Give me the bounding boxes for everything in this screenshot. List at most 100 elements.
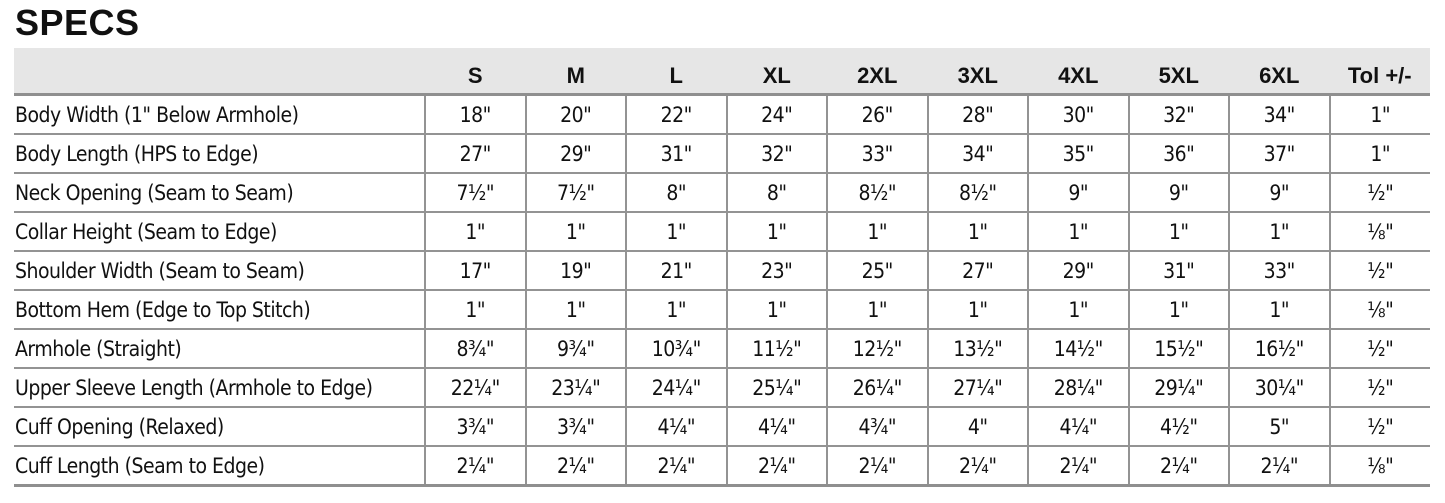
measurement-cell: 1" <box>625 212 728 252</box>
tolerance-cell: ⅛" <box>1328 446 1430 487</box>
measurement-cell: 2¼" <box>424 446 527 487</box>
measurement-cell: 12½" <box>826 329 929 369</box>
table-row: Cuff Length (Seam to Edge) 2¼" 2¼" 2¼" 2¼" 2¼… <box>14 446 1430 487</box>
measurement-cell: 8½" <box>826 173 929 213</box>
measurement-cell: 1" <box>1027 212 1130 252</box>
measurement-cell: 1" <box>926 290 1029 330</box>
measurement-cell: 1" <box>826 290 929 330</box>
measurement-cell: 3¾" <box>424 407 527 447</box>
tolerance-cell: ½" <box>1328 407 1430 447</box>
measurement-cell: 2¼" <box>625 446 728 487</box>
measurement-cell: 2¼" <box>524 446 627 487</box>
column-header: XL <box>726 48 827 96</box>
column-header: 3XL <box>927 48 1028 96</box>
measurement-cell: 33" <box>826 134 929 174</box>
measurement-cell: 9" <box>1127 173 1230 213</box>
tolerance-cell: 1" <box>1328 94 1430 135</box>
measurement-cell: 4¼" <box>625 407 728 447</box>
measurement-cell: 14½" <box>1027 329 1130 369</box>
measurement-cell: 2¼" <box>826 446 929 487</box>
measurement-cell: 16½" <box>1228 329 1331 369</box>
tolerance-cell: ½" <box>1328 173 1430 213</box>
measurement-cell: 15½" <box>1127 329 1230 369</box>
measurement-cell: 1" <box>926 212 1029 252</box>
measurement-cell: 8" <box>625 173 728 213</box>
row-label: Collar Height (Seam to Edge) <box>14 212 426 252</box>
measurement-cell: 31" <box>1127 251 1230 291</box>
row-label: Cuff Opening (Relaxed) <box>14 407 426 447</box>
measurement-cell: 8" <box>725 173 828 213</box>
column-header: L <box>626 48 727 96</box>
row-label: Neck Opening (Seam to Seam) <box>14 173 426 213</box>
measurement-cell: 2¼" <box>926 446 1029 487</box>
measurement-cell: 18" <box>424 94 527 135</box>
measurement-cell: 1" <box>725 290 828 330</box>
measurement-cell: 10¾" <box>625 329 728 369</box>
row-label: Armhole (Straight) <box>14 329 426 369</box>
measurement-cell: 7½" <box>424 173 527 213</box>
measurement-cell: 27¼" <box>926 368 1029 408</box>
measurement-cell: 32" <box>1127 94 1230 135</box>
measurement-cell: 29" <box>524 134 627 174</box>
measurement-cell: 31" <box>625 134 728 174</box>
header-row: S M L XL 2XL 3XL 4XL 5XL 6XL Tol +/- <box>14 48 1430 96</box>
measurement-cell: 20" <box>524 94 627 135</box>
measurement-cell: 1" <box>424 212 527 252</box>
measurement-cell: 11½" <box>725 329 828 369</box>
measurement-cell: 8½" <box>926 173 1029 213</box>
measurement-cell: 4½" <box>1127 407 1230 447</box>
table-row: Body Length (HPS to Edge) 27" 29" 31" 32" 33"… <box>14 134 1430 174</box>
measurement-cell: 4¾" <box>826 407 929 447</box>
measurement-cell: 9" <box>1027 173 1130 213</box>
measurement-cell: 29" <box>1027 251 1130 291</box>
table-row: Armhole (Straight) 8¾" 9¾" 10¾" 11½" 12½" 13½"… <box>14 329 1430 369</box>
row-label: Bottom Hem (Edge to Top Stitch) <box>14 290 426 330</box>
table-row: Upper Sleeve Length (Armhole to Edge) 22¼… <box>14 368 1430 408</box>
measurement-cell: 2¼" <box>1228 446 1331 487</box>
measurement-cell: 25" <box>826 251 929 291</box>
column-header: M <box>525 48 626 96</box>
measurement-cell: 4" <box>926 407 1029 447</box>
measurement-cell: 30¼" <box>1228 368 1331 408</box>
measurement-cell: 34" <box>1228 94 1331 135</box>
measurement-cell: 4¼" <box>1027 407 1130 447</box>
measurement-cell: 28¼" <box>1027 368 1130 408</box>
measurement-cell: 8¾" <box>424 329 527 369</box>
measurement-cell: 30" <box>1027 94 1130 135</box>
measurement-cell: 9" <box>1228 173 1331 213</box>
measurement-cell: 32" <box>725 134 828 174</box>
measurement-cell: 1" <box>1127 212 1230 252</box>
measurement-cell: 5" <box>1228 407 1331 447</box>
measurement-cell: 1" <box>1027 290 1130 330</box>
page-title: SPECS <box>15 2 140 43</box>
measurement-cell: 21" <box>625 251 728 291</box>
measurement-cell: 2¼" <box>1127 446 1230 487</box>
measurement-cell: 7½" <box>524 173 627 213</box>
tolerance-cell: ½" <box>1328 368 1430 408</box>
column-header: 2XL <box>827 48 928 96</box>
table-row: Cuff Opening (Relaxed) 3¾" 3¾" 4¼" 4¼" 4¾" 4" 4… <box>14 407 1430 447</box>
table-row: Collar Height (Seam to Edge) 1" 1" 1" 1" 1" 1"… <box>14 212 1430 252</box>
measurement-cell: 22" <box>625 94 728 135</box>
measurement-cell: 27" <box>424 134 527 174</box>
measurement-cell: 1" <box>1228 212 1331 252</box>
measurement-cell: 1" <box>625 290 728 330</box>
measurement-cell: 2¼" <box>725 446 828 487</box>
measurement-cell: 3¾" <box>524 407 627 447</box>
measurement-cell: 35" <box>1027 134 1130 174</box>
measurement-cell: 29¼" <box>1127 368 1230 408</box>
row-label: Upper Sleeve Length (Armhole to Edge) <box>14 368 426 408</box>
table-row: Neck Opening (Seam to Seam) 7½" 7½" 8" 8" 8½"… <box>14 173 1430 213</box>
measurement-cell: 28" <box>926 94 1029 135</box>
measurement-cell: 36" <box>1127 134 1230 174</box>
measurement-cell: 1" <box>1228 290 1331 330</box>
table-row: Body Width (1" Below Armhole) 18" 20" 22" 24… <box>14 94 1430 135</box>
tolerance-cell: ⅛" <box>1328 212 1430 252</box>
measurement-cell: 26" <box>826 94 929 135</box>
column-header: 5XL <box>1128 48 1229 96</box>
column-header: 6XL <box>1229 48 1330 96</box>
column-header: 4XL <box>1028 48 1129 96</box>
measurement-cell: 1" <box>424 290 527 330</box>
tolerance-cell: ½" <box>1328 251 1430 291</box>
measurement-cell: 13½" <box>926 329 1029 369</box>
